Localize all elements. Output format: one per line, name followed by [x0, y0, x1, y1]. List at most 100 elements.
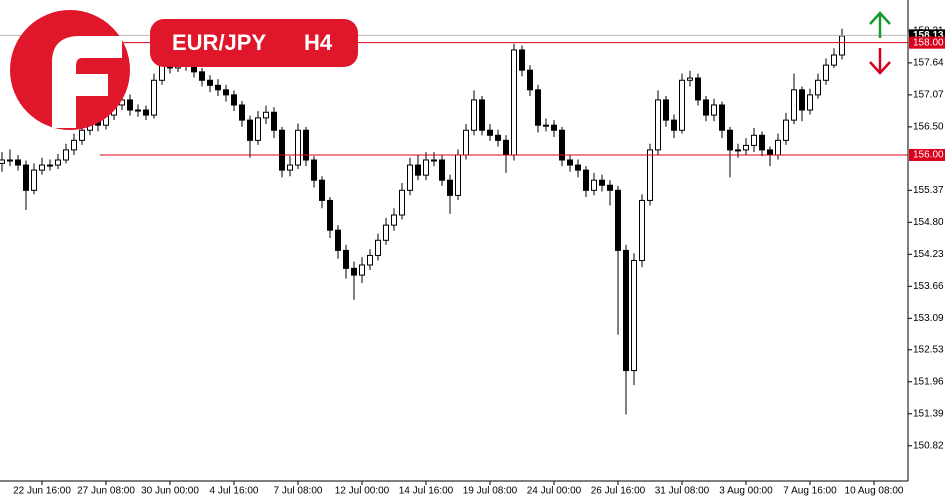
x-tick-label: 31 Jul 08:00 [655, 486, 710, 497]
y-tick-label: 151.96 [913, 376, 944, 387]
candle-body [631, 259, 637, 372]
title-pill [150, 19, 358, 67]
candle-body [823, 64, 829, 81]
candle-body [431, 159, 437, 162]
candle-body [711, 104, 717, 116]
x-tick-label: 3 Aug 00:00 [719, 486, 773, 497]
candle-body [23, 164, 29, 191]
candle-body [159, 64, 165, 81]
candle-body [687, 77, 693, 81]
y-tick-label: 153.09 [913, 313, 944, 324]
candle-body [599, 179, 605, 186]
y-tick-label: 157.07 [913, 90, 944, 101]
candle-body [519, 49, 525, 71]
candle-body [831, 54, 837, 66]
candle-body [647, 149, 653, 201]
candle-body [671, 119, 677, 131]
candle-body [791, 89, 797, 121]
candle-body [759, 134, 765, 151]
candle-body [343, 249, 349, 269]
y-tick-label: 154.80 [913, 217, 944, 228]
candle-body [231, 94, 237, 106]
candle-body [415, 164, 421, 176]
up-arrow [869, 11, 891, 38]
candle-body [663, 99, 669, 121]
candle-body [311, 159, 317, 181]
candle-body [591, 179, 597, 191]
candle-body [15, 159, 21, 166]
candle-body [623, 249, 629, 372]
down-arrow [869, 48, 891, 75]
candle-body [695, 77, 701, 101]
candle-body [719, 104, 725, 131]
candle-body [655, 99, 661, 151]
candle-body [319, 179, 325, 201]
x-tick-label: 12 Jul 00:00 [335, 486, 390, 497]
candle-body [583, 169, 589, 191]
level-box [909, 36, 945, 49]
y-tick-label: 157.64 [913, 58, 944, 69]
candle-body [807, 94, 813, 111]
candle-body [503, 139, 509, 156]
candle-body [335, 229, 341, 251]
y-tick-label: 155.37 [913, 185, 944, 196]
candle-body [327, 199, 333, 231]
level-box [909, 148, 945, 161]
candle-body [351, 267, 357, 276]
candle-body [63, 149, 69, 161]
candle-body [0, 159, 5, 164]
candle-body [487, 129, 493, 136]
candle-body [423, 159, 429, 176]
candle-body [783, 119, 789, 141]
candle-body [463, 129, 469, 156]
level-label: 158.00 [913, 37, 944, 48]
candle-body [535, 89, 541, 126]
x-tick-label: 10 Aug 08:00 [845, 486, 904, 497]
last-price-label: 158.13 [913, 30, 944, 41]
candle-body [287, 164, 293, 171]
candle-body [239, 104, 245, 121]
x-tick-label: 30 Jun 00:00 [141, 486, 199, 497]
candle-body [815, 79, 821, 96]
timeframe: H4 [304, 30, 333, 55]
candle-body [615, 189, 621, 251]
candle-body [447, 179, 453, 196]
candle-body [767, 149, 773, 156]
candle-body [799, 89, 805, 111]
candle-body [199, 71, 205, 81]
candle-body [359, 264, 365, 276]
plot-area: 150.82 151.39 151.96 152.53 153.09 153.66 154.… [0, 26, 944, 497]
candle-body [743, 144, 749, 151]
candle-body [295, 129, 301, 166]
candle-body [527, 69, 533, 91]
chart-title: EUR/JPY [172, 30, 266, 55]
candle-body [271, 111, 277, 131]
candle-body [559, 129, 565, 161]
candle-body [215, 84, 221, 91]
candle-body [751, 134, 757, 146]
y-tick-label: 156.50 [913, 122, 944, 133]
candle-body [263, 111, 269, 119]
y-tick-label: 150.82 [913, 440, 944, 451]
candle-body [375, 239, 381, 256]
candle-body [567, 159, 573, 166]
candle-body [383, 224, 389, 241]
candle-body [735, 149, 741, 152]
y-tick-label: 154.23 [913, 249, 944, 260]
candle-body [639, 199, 645, 261]
candle-body [151, 79, 157, 116]
candle-body [551, 124, 557, 131]
candle-body [143, 109, 149, 116]
x-tick-label: 7 Aug 16:00 [783, 486, 837, 497]
candle-body [455, 154, 461, 196]
candle-body [775, 139, 781, 156]
candle-body [727, 129, 733, 151]
candle-body [223, 89, 229, 96]
x-tick-label: 14 Jul 16:00 [399, 486, 454, 497]
candle-body [135, 109, 141, 112]
candle-body [839, 35, 845, 56]
x-tick-label: 27 Jun 08:00 [77, 486, 135, 497]
candle-body [79, 129, 85, 141]
candle-body [575, 164, 581, 171]
